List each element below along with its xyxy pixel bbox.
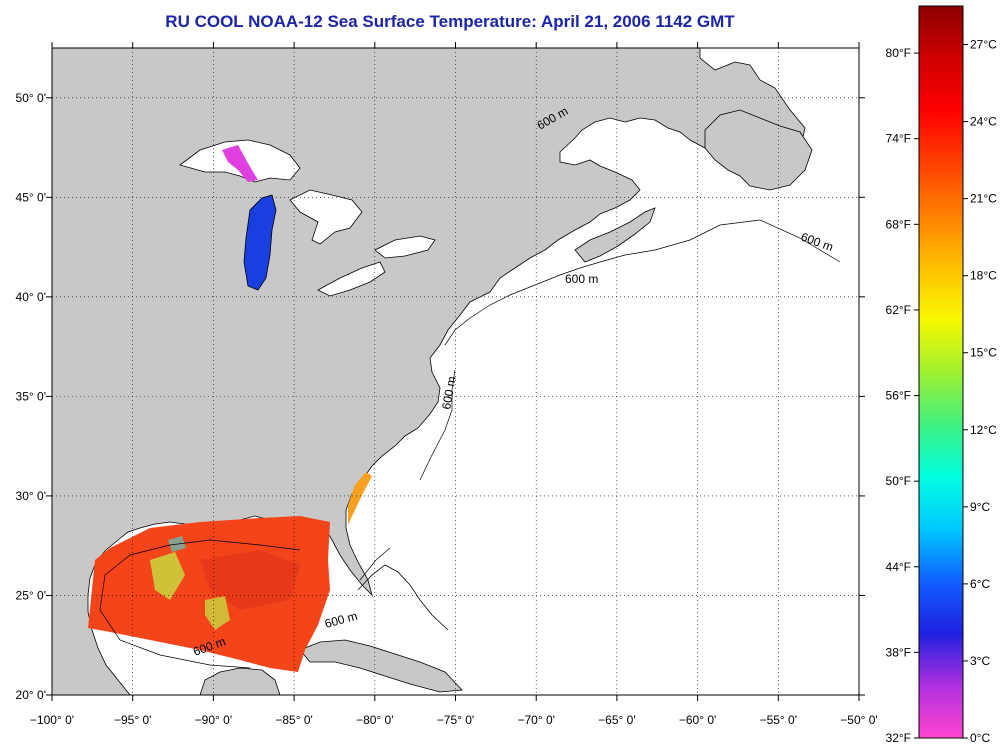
colorbar-celsius-label: 18°C: [970, 269, 997, 283]
x-tick-label: −90° 0': [195, 713, 232, 727]
gulf-sst-cool-patch-2: [205, 596, 230, 630]
gulf-sst-warm-patch: [200, 550, 300, 610]
map-title: RU COOL NOAA-12 Sea Surface Temperature:…: [165, 12, 735, 31]
isobath-line: [99, 219, 841, 669]
colorbar-fahrenheit-label: 68°F: [886, 217, 911, 231]
x-tick-label: −50° 0': [840, 713, 877, 727]
colorbar-fahrenheit-label: 74°F: [886, 132, 911, 146]
nova-scotia-land: [574, 207, 656, 263]
axis-labels: −100° 0' −95° 0' −90° 0' −85° 0' −80° 0' −75°…: [16, 42, 878, 727]
x-tick-label: −70° 0': [517, 713, 554, 727]
lake-michigan: [243, 194, 277, 291]
colorbar-celsius-label: 24°C: [970, 115, 997, 129]
colorbar-celsius-label: 21°C: [970, 192, 997, 206]
graticule: [52, 48, 859, 695]
colorbar-fahrenheit-label: 38°F: [886, 645, 911, 659]
cuba-land: [299, 639, 463, 693]
yucatan-land: [199, 667, 281, 695]
colorbar-celsius-label: 15°C: [970, 346, 997, 360]
x-tick-label: −60° 0': [679, 713, 716, 727]
newfoundland-land: [704, 109, 813, 191]
y-tick-label: 50° 0': [16, 91, 46, 105]
gulf-sst-cool-patch-1: [150, 552, 185, 600]
x-tick-label: −80° 0': [356, 713, 393, 727]
colorbar-fahrenheit-label: 62°F: [886, 303, 911, 317]
x-tick-label: −65° 0': [598, 713, 635, 727]
colorbar-ramp: [918, 5, 964, 739]
colorbar-celsius-label: 3°C: [970, 654, 990, 668]
lake-huron: [289, 189, 363, 245]
y-tick-label: 35° 0': [16, 389, 46, 403]
florida-keys: [357, 564, 449, 631]
x-tick-label: −95° 0': [114, 713, 151, 727]
colorbar-celsius-label: 27°C: [970, 38, 997, 52]
y-tick-label: 45° 0': [16, 190, 46, 204]
x-tick-label: −75° 0': [437, 713, 474, 727]
colorbar-celsius-label: 12°C: [970, 423, 997, 437]
colorbar-fahrenheit-label: 56°F: [886, 389, 911, 403]
isobath-label: 600 m: [439, 375, 459, 410]
map-plot-area: 600 m 600 m 600 m 600 m 600 m 600 m: [52, 48, 859, 695]
y-tick-label: 30° 0': [16, 489, 46, 503]
atlantic-sst-strip: [348, 472, 372, 525]
lake-superior-cold-patch: [222, 145, 258, 182]
lake-erie: [317, 261, 386, 297]
isobath-label: 600 m: [565, 272, 598, 286]
colorbar-labels: 0°C 3°C 6°C 9°C 12°C 15°C 18°C 21°C 24°C 27°C 32°F…: [886, 38, 998, 745]
x-tick-label: −55° 0': [760, 713, 797, 727]
y-tick-label: 40° 0': [16, 290, 46, 304]
y-tick-label: 20° 0': [16, 688, 46, 702]
x-tick-label: −85° 0': [275, 713, 312, 727]
colorbar-fahrenheit-label: 50°F: [886, 474, 911, 488]
colorbar: 0°C 3°C 6°C 9°C 12°C 15°C 18°C 21°C 24°C 27°C 32°F…: [886, 5, 998, 745]
colorbar-fahrenheit-label: 44°F: [886, 560, 911, 574]
colorbar-celsius-label: 0°C: [970, 731, 990, 745]
colorbar-celsius-label: 9°C: [970, 500, 990, 514]
lake-ontario: [374, 235, 436, 259]
y-tick-label: 25° 0': [16, 588, 46, 602]
colorbar-fahrenheit-label: 80°F: [886, 46, 911, 60]
x-tick-label: −100° 0': [30, 713, 74, 727]
colorbar-fahrenheit-label: 32°F: [886, 731, 911, 745]
colorbar-celsius-label: 6°C: [970, 577, 990, 591]
